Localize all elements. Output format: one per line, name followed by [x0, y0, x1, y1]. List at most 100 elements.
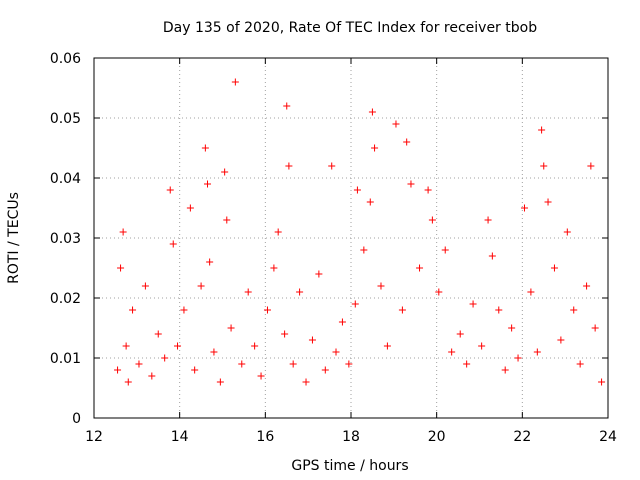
y-tick-label: 0.01 [50, 351, 81, 367]
data-point [251, 342, 259, 350]
y-tick-label: 0.06 [50, 51, 81, 67]
data-point [289, 360, 297, 368]
data-point [315, 270, 323, 278]
data-point [540, 162, 548, 170]
y-tick-label: 0.05 [50, 111, 81, 127]
data-point [321, 366, 329, 374]
data-point [377, 282, 385, 290]
data-point [124, 378, 132, 386]
data-point [570, 306, 578, 314]
data-point [154, 330, 162, 338]
data-point [495, 306, 503, 314]
data-point [221, 168, 229, 176]
data-point [274, 228, 282, 236]
data-point [257, 372, 265, 380]
data-point [383, 342, 391, 350]
data-point [186, 204, 194, 212]
x-tick-label: 18 [342, 429, 360, 445]
data-point [533, 348, 541, 356]
data-point [469, 300, 477, 308]
data-point [527, 288, 535, 296]
data-point [563, 228, 571, 236]
data-point [416, 264, 424, 272]
data-point [174, 342, 182, 350]
data-point [114, 366, 122, 374]
data-point [244, 288, 252, 296]
data-point [587, 162, 595, 170]
data-point [223, 216, 231, 224]
data-point [122, 342, 130, 350]
data-point [508, 324, 516, 332]
data-point [270, 264, 278, 272]
data-point [308, 336, 316, 344]
data-point [166, 186, 174, 194]
y-axis-label: ROTI / TECUs [6, 192, 22, 284]
data-point [141, 282, 149, 290]
plot-frame [93, 57, 609, 419]
y-tick-label: 0.02 [50, 291, 81, 307]
data-point [360, 246, 368, 254]
data-point [441, 246, 449, 254]
data-point [191, 366, 199, 374]
data-point [424, 186, 432, 194]
data-point [403, 138, 411, 146]
x-axis-label: GPS time / hours [291, 458, 408, 474]
data-point [538, 126, 546, 134]
data-point [129, 306, 137, 314]
y-tick-label: 0.03 [50, 231, 81, 247]
y-tick-label: 0.04 [50, 171, 81, 187]
data-point [210, 348, 218, 356]
data-point [407, 180, 415, 188]
data-point [302, 378, 310, 386]
data-point [550, 264, 558, 272]
data-point [238, 360, 246, 368]
data-point [201, 144, 209, 152]
data-point [283, 102, 291, 110]
data-point [180, 306, 188, 314]
data-point [351, 300, 359, 308]
data-point [398, 306, 406, 314]
grid-lines [94, 58, 608, 418]
data-point [281, 330, 289, 338]
data-point [227, 324, 235, 332]
data-point [428, 216, 436, 224]
data-point [448, 348, 456, 356]
data-point [488, 252, 496, 260]
data-point [338, 318, 346, 326]
data-point [117, 264, 125, 272]
data-point [576, 360, 584, 368]
data-point [591, 324, 599, 332]
data-point [435, 288, 443, 296]
x-tick-label: 12 [85, 429, 103, 445]
data-point [583, 282, 591, 290]
data-point [148, 372, 156, 380]
data-point [456, 330, 464, 338]
x-tick-label: 24 [599, 429, 617, 445]
x-tick-label: 20 [428, 429, 446, 445]
data-point [557, 336, 565, 344]
data-point [231, 78, 239, 86]
data-point [514, 354, 522, 362]
x-tick-label: 22 [513, 429, 531, 445]
data-point [353, 186, 361, 194]
data-point [216, 378, 224, 386]
x-tick-label: 14 [171, 429, 189, 445]
data-point [285, 162, 293, 170]
y-tick-label: 0 [72, 411, 81, 427]
data-point [161, 354, 169, 362]
data-point [328, 162, 336, 170]
data-point [463, 360, 471, 368]
data-point [501, 366, 509, 374]
data-point [345, 360, 353, 368]
data-point [484, 216, 492, 224]
data-point [366, 198, 374, 206]
data-point [119, 228, 127, 236]
data-point [204, 180, 212, 188]
data-point [368, 108, 376, 116]
data-points [114, 78, 606, 386]
data-point [169, 240, 177, 248]
data-point [544, 198, 552, 206]
chart-title: Day 135 of 2020, Rate Of TEC Index for r… [163, 20, 537, 36]
data-point [263, 306, 271, 314]
